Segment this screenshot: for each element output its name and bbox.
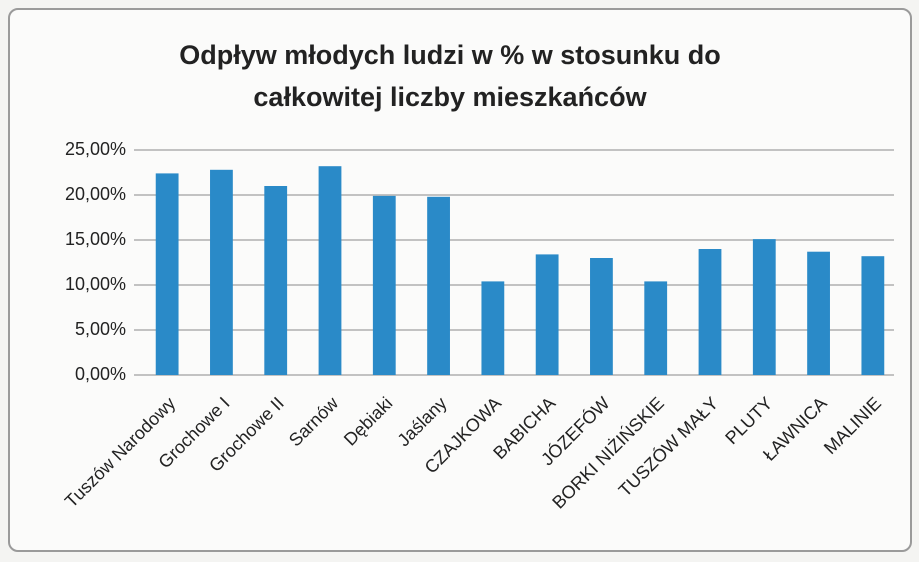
x-tick-label: MALINIE	[820, 393, 885, 458]
chart-title: Odpływ młodych ludzi w % w stosunku do c…	[179, 40, 721, 112]
y-tick-label: 5,00%	[75, 319, 126, 339]
y-tick-label: 10,00%	[65, 274, 126, 294]
bar	[861, 256, 885, 375]
x-tick-label: TUSZÓW MAŁY	[614, 392, 722, 500]
bar	[264, 186, 288, 375]
y-tick-label: 0,00%	[75, 364, 126, 384]
bar	[535, 254, 559, 375]
x-tick-label: Sarnów	[285, 392, 343, 450]
bar	[210, 169, 233, 375]
bar	[752, 239, 776, 375]
bar	[698, 249, 722, 375]
bar	[807, 251, 830, 375]
bar	[155, 173, 179, 375]
y-tick-label: 20,00%	[65, 184, 126, 204]
x-tick-label: PLUTY	[721, 393, 776, 448]
bar	[318, 166, 342, 375]
bar	[427, 196, 450, 375]
y-tick-label: 15,00%	[65, 229, 126, 249]
bar	[372, 195, 396, 375]
bar	[481, 281, 505, 375]
y-tick-label: 25,00%	[65, 139, 126, 159]
bar	[590, 258, 613, 375]
bar	[644, 281, 668, 375]
x-tick-label: Dębiaki	[340, 393, 397, 450]
